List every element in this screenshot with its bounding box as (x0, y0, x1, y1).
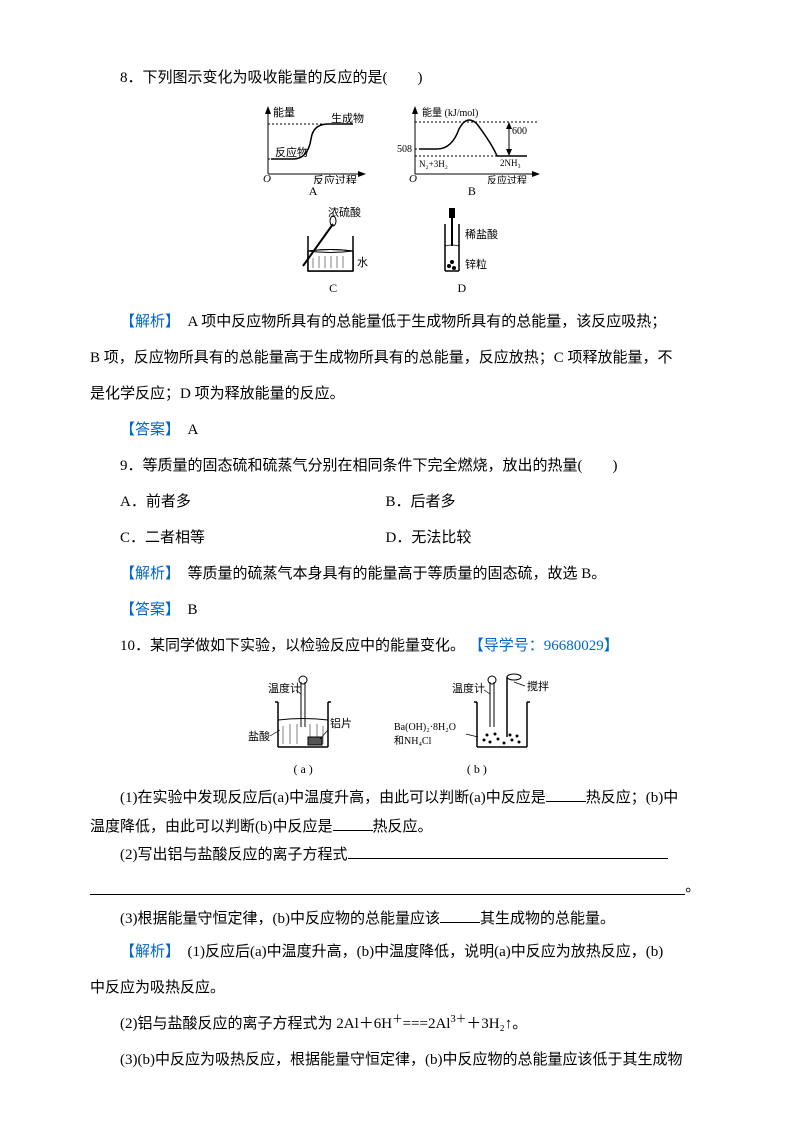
q10-analysis-2: 中反应为吸热反应。 (90, 970, 710, 1006)
q10-caption-b: ( b ) (392, 762, 562, 776)
q8-analysis-3: 是化学反应；D 项为释放能量的反应。 (90, 376, 710, 412)
q10-p2-line: 。 (90, 870, 710, 906)
q10-caption-a: ( a ) (238, 762, 368, 776)
svg-text:稀盐酸: 稀盐酸 (465, 227, 498, 241)
blank (546, 786, 586, 802)
svg-text:600: 600 (512, 126, 527, 137)
q10-p2: (2)写出铝与盐酸反应的离子方程式 (90, 841, 710, 870)
q8-analysis-1: 【解析】 A 项中反应物所具有的总能量低于生成物所具有的总能量，该反应吸热； (90, 304, 710, 340)
q10-stem: 10．某同学做如下实验，以检验反应中的能量变化。 【导学号：96680029】 (90, 628, 710, 664)
q8-caption-d: D (407, 281, 517, 295)
ylabel: 能量 (273, 105, 295, 119)
answer-label: 【答案】 (120, 602, 173, 618)
q8-analysis-2: B 项，反应物所具有的总能量高于生成物所具有的总能量，反应放热；C 项释放能量，… (90, 340, 710, 376)
q10-analysis-3: (2)铝与盐酸反应的离子方程式为 2Al＋6H＋===2Al3＋＋3H₂↑。 (90, 1006, 710, 1042)
q9-optD: D．无法比较 (386, 520, 711, 556)
q10-analysis-1: 【解析】 (1)反应后(a)中温度升高，(b)中温度降低，说明(a)中反应为放热… (90, 934, 710, 970)
q10-p1: (1)在实验中发现反应后(a)中温度升高，由此可以判断(a)中反应是热反应；(b… (90, 784, 710, 813)
svg-text:2NH₃: 2NH₃ (500, 158, 521, 168)
svg-text:锌粒: 锌粒 (465, 257, 487, 271)
q8-caption-c: C (283, 281, 383, 295)
svg-text:508: 508 (397, 144, 412, 155)
q10-diagram-b: 温度计 搅拌 Ba(OH)₂·8H₂O 和NH₄Cl ( b ) (392, 672, 562, 776)
answer-label: 【答案】 (120, 422, 173, 438)
reactant-label: 反应物 (275, 145, 308, 159)
q8-stem: 8．下列图示变化为吸收能量的反应的是( ) (90, 60, 710, 96)
blank (90, 870, 685, 895)
q8-caption-b: B (397, 184, 547, 198)
ylabel: 能量 (kJ/mol) (422, 106, 478, 119)
svg-text:搅拌: 搅拌 (527, 679, 549, 693)
q10-p3: (3)根据能量守恒定律，(b)中反应物的总能量应该其生成物的总能量。 (90, 905, 710, 934)
q9-optA: A．前者多 (120, 484, 386, 520)
guide-number: 【导学号：96680029】 (469, 638, 619, 654)
analysis-label: 【解析】 (120, 944, 173, 960)
q8-diagram-d: 稀盐酸 锌粒 D (407, 206, 517, 295)
svg-text:O: O (263, 173, 271, 184)
q10-analysis-4: (3)(b)中反应为吸热反应，根据能量守恒定律，(b)中反应物的总能量应该低于其… (90, 1042, 710, 1078)
q9-optC: C．二者相等 (120, 520, 386, 556)
q10-p1c: 温度降低，由此可以判断(b)中反应是热反应。 (90, 813, 710, 842)
q8-diagram-a: 能量 生成物 反应物 O 反应过程 A (253, 104, 373, 198)
svg-text:Ba(OH)₂·8H₂O: Ba(OH)₂·8H₂O (394, 722, 456, 733)
svg-text:N₂+3H₂: N₂+3H₂ (419, 159, 448, 169)
q8-diagram-b: 能量 (kJ/mol) 508 600 N₂+3H₂ 2NH₃ O 反应过程 B (397, 104, 547, 198)
analysis-label: 【解析】 (120, 566, 173, 582)
blank (440, 907, 480, 923)
q8-answer: 【答案】 A (90, 412, 710, 448)
q10-figures: 温度计 铝片 盐酸 ( a ) 温度计 (90, 672, 710, 776)
svg-text:水: 水 (357, 256, 368, 269)
blank (333, 815, 373, 831)
svg-text:O: O (409, 173, 417, 184)
q8-caption-a: A (253, 184, 373, 198)
blank (348, 843, 668, 859)
xlabel: 反应过程 (313, 173, 357, 184)
svg-text:和NH₄Cl: 和NH₄Cl (394, 735, 432, 747)
svg-text:铝片: 铝片 (330, 716, 352, 730)
q9-options-row2: C．二者相等 D．无法比较 (120, 520, 710, 556)
product-label: 生成物 (331, 111, 364, 125)
q9-stem: 9．等质量的固态硫和硫蒸气分别在相同条件下完全燃烧，放出的热量( ) (90, 448, 710, 484)
q9-answer: 【答案】 B (90, 592, 710, 628)
q9-optB: B．后者多 (386, 484, 711, 520)
q8-figures: 能量 生成物 反应物 O 反应过程 A 能量 (kJ/mol) 508 600 … (90, 104, 710, 198)
svg-text:盐酸: 盐酸 (248, 729, 270, 743)
q10-diagram-a: 温度计 铝片 盐酸 ( a ) (238, 672, 368, 776)
q8-diagram-c: 浓硫酸 水 C (283, 206, 383, 295)
svg-text:反应过程: 反应过程 (487, 174, 527, 184)
q8-figures-2: 浓硫酸 水 C (90, 206, 710, 295)
svg-text:温度计: 温度计 (452, 681, 485, 695)
analysis-label: 【解析】 (120, 314, 173, 330)
svg-text:浓硫酸: 浓硫酸 (328, 206, 361, 219)
svg-text:温度计: 温度计 (268, 681, 301, 695)
q9-options-row1: A．前者多 B．后者多 (120, 484, 710, 520)
q9-analysis: 【解析】 等质量的硫蒸气本身具有的能量高于等质量的固态硫，故选 B。 (90, 556, 710, 592)
